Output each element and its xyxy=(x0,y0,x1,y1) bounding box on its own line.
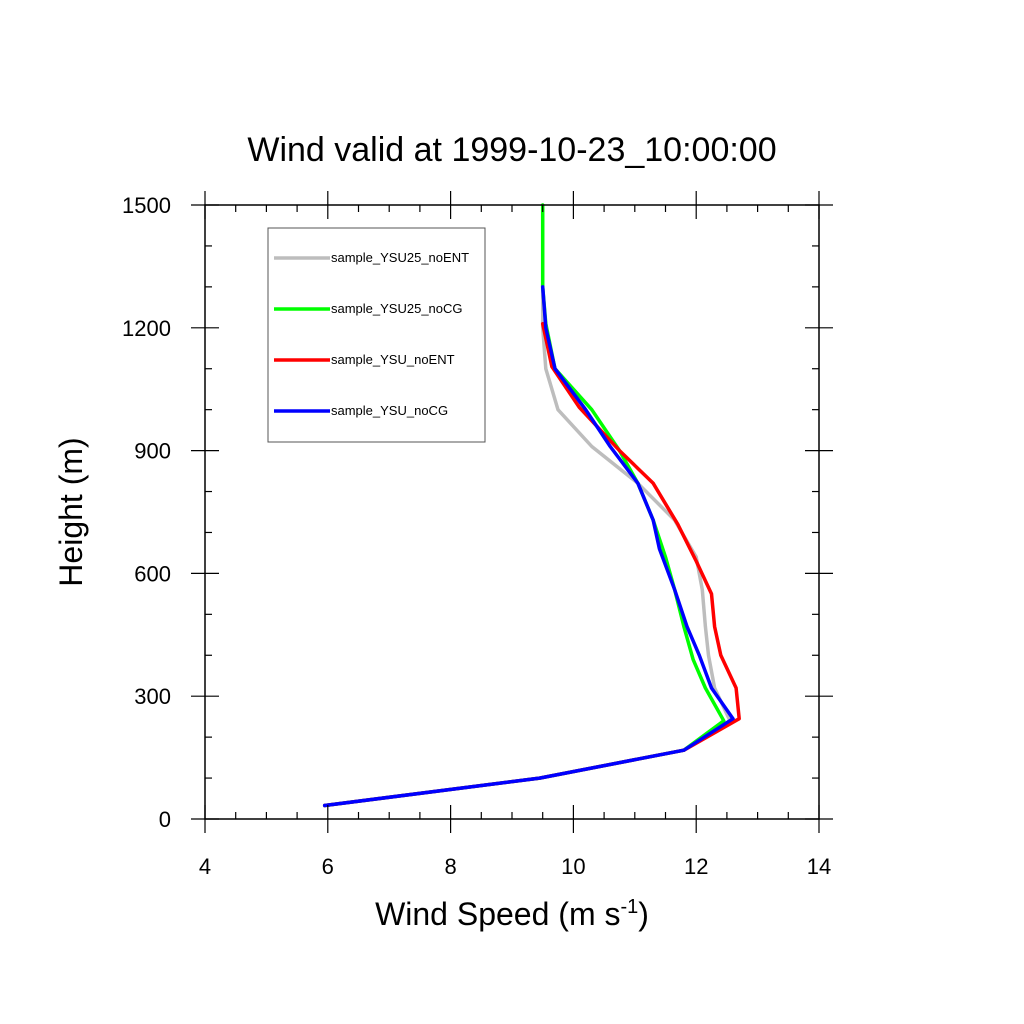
x-tick-label: 14 xyxy=(807,854,831,879)
x-axis-title: Wind Speed (m s-1) xyxy=(375,896,649,932)
x-tick-label: 12 xyxy=(684,854,708,879)
x-tick-labels: 4 6 8 10 12 14 xyxy=(199,854,831,879)
chart-title: Wind valid at 1999-10-23_10:00:00 xyxy=(247,131,776,169)
y-tick-label: 600 xyxy=(134,561,171,586)
legend-label: sample_YSU_noCG xyxy=(331,403,448,418)
y-tick-label: 0 xyxy=(159,807,171,832)
legend-items: sample_YSU25_noENT sample_YSU25_noCGsampl… xyxy=(274,250,469,418)
legend-item: sample_YSU_noCG xyxy=(274,403,448,418)
x-tick-label: 6 xyxy=(322,854,334,879)
legend-box xyxy=(267,227,486,443)
series-line-sample_YSU_noCG xyxy=(322,285,735,808)
x-tick-label: 4 xyxy=(199,854,211,879)
y-tick-label: 1500 xyxy=(122,193,171,218)
x-tick-label: 8 xyxy=(444,854,456,879)
legend-item: sample_YSU_noENT xyxy=(274,352,455,367)
y-tick-labels: 0 300 600 900 1200 1500 xyxy=(122,193,171,832)
series-layer xyxy=(322,203,741,808)
y-tick-label: 300 xyxy=(134,684,171,709)
y-axis-title: Height (m) xyxy=(53,437,89,586)
x-axis-title-main: Wind Speed (m s xyxy=(375,896,620,932)
x-tick-label: 10 xyxy=(561,854,585,879)
x-axis-title-suffix: ) xyxy=(638,896,649,932)
legend-label: sample_YSU25_noENT xyxy=(331,250,469,265)
legend-label: sample_YSU25_noCG xyxy=(331,301,463,316)
x-axis-title-superscript: -1 xyxy=(620,896,638,918)
y-tick-label: 900 xyxy=(134,439,171,464)
legend: sample_YSU25_noENT sample_YSU25_noCGsampl… xyxy=(267,227,486,443)
y-tick-label: 1200 xyxy=(122,316,171,341)
ticks-layer xyxy=(191,191,833,833)
legend-label: sample_YSU_noENT xyxy=(331,352,455,367)
legend-item: sample_YSU25_noCG xyxy=(274,301,463,316)
legend-item: sample_YSU25_noENT xyxy=(274,250,469,265)
